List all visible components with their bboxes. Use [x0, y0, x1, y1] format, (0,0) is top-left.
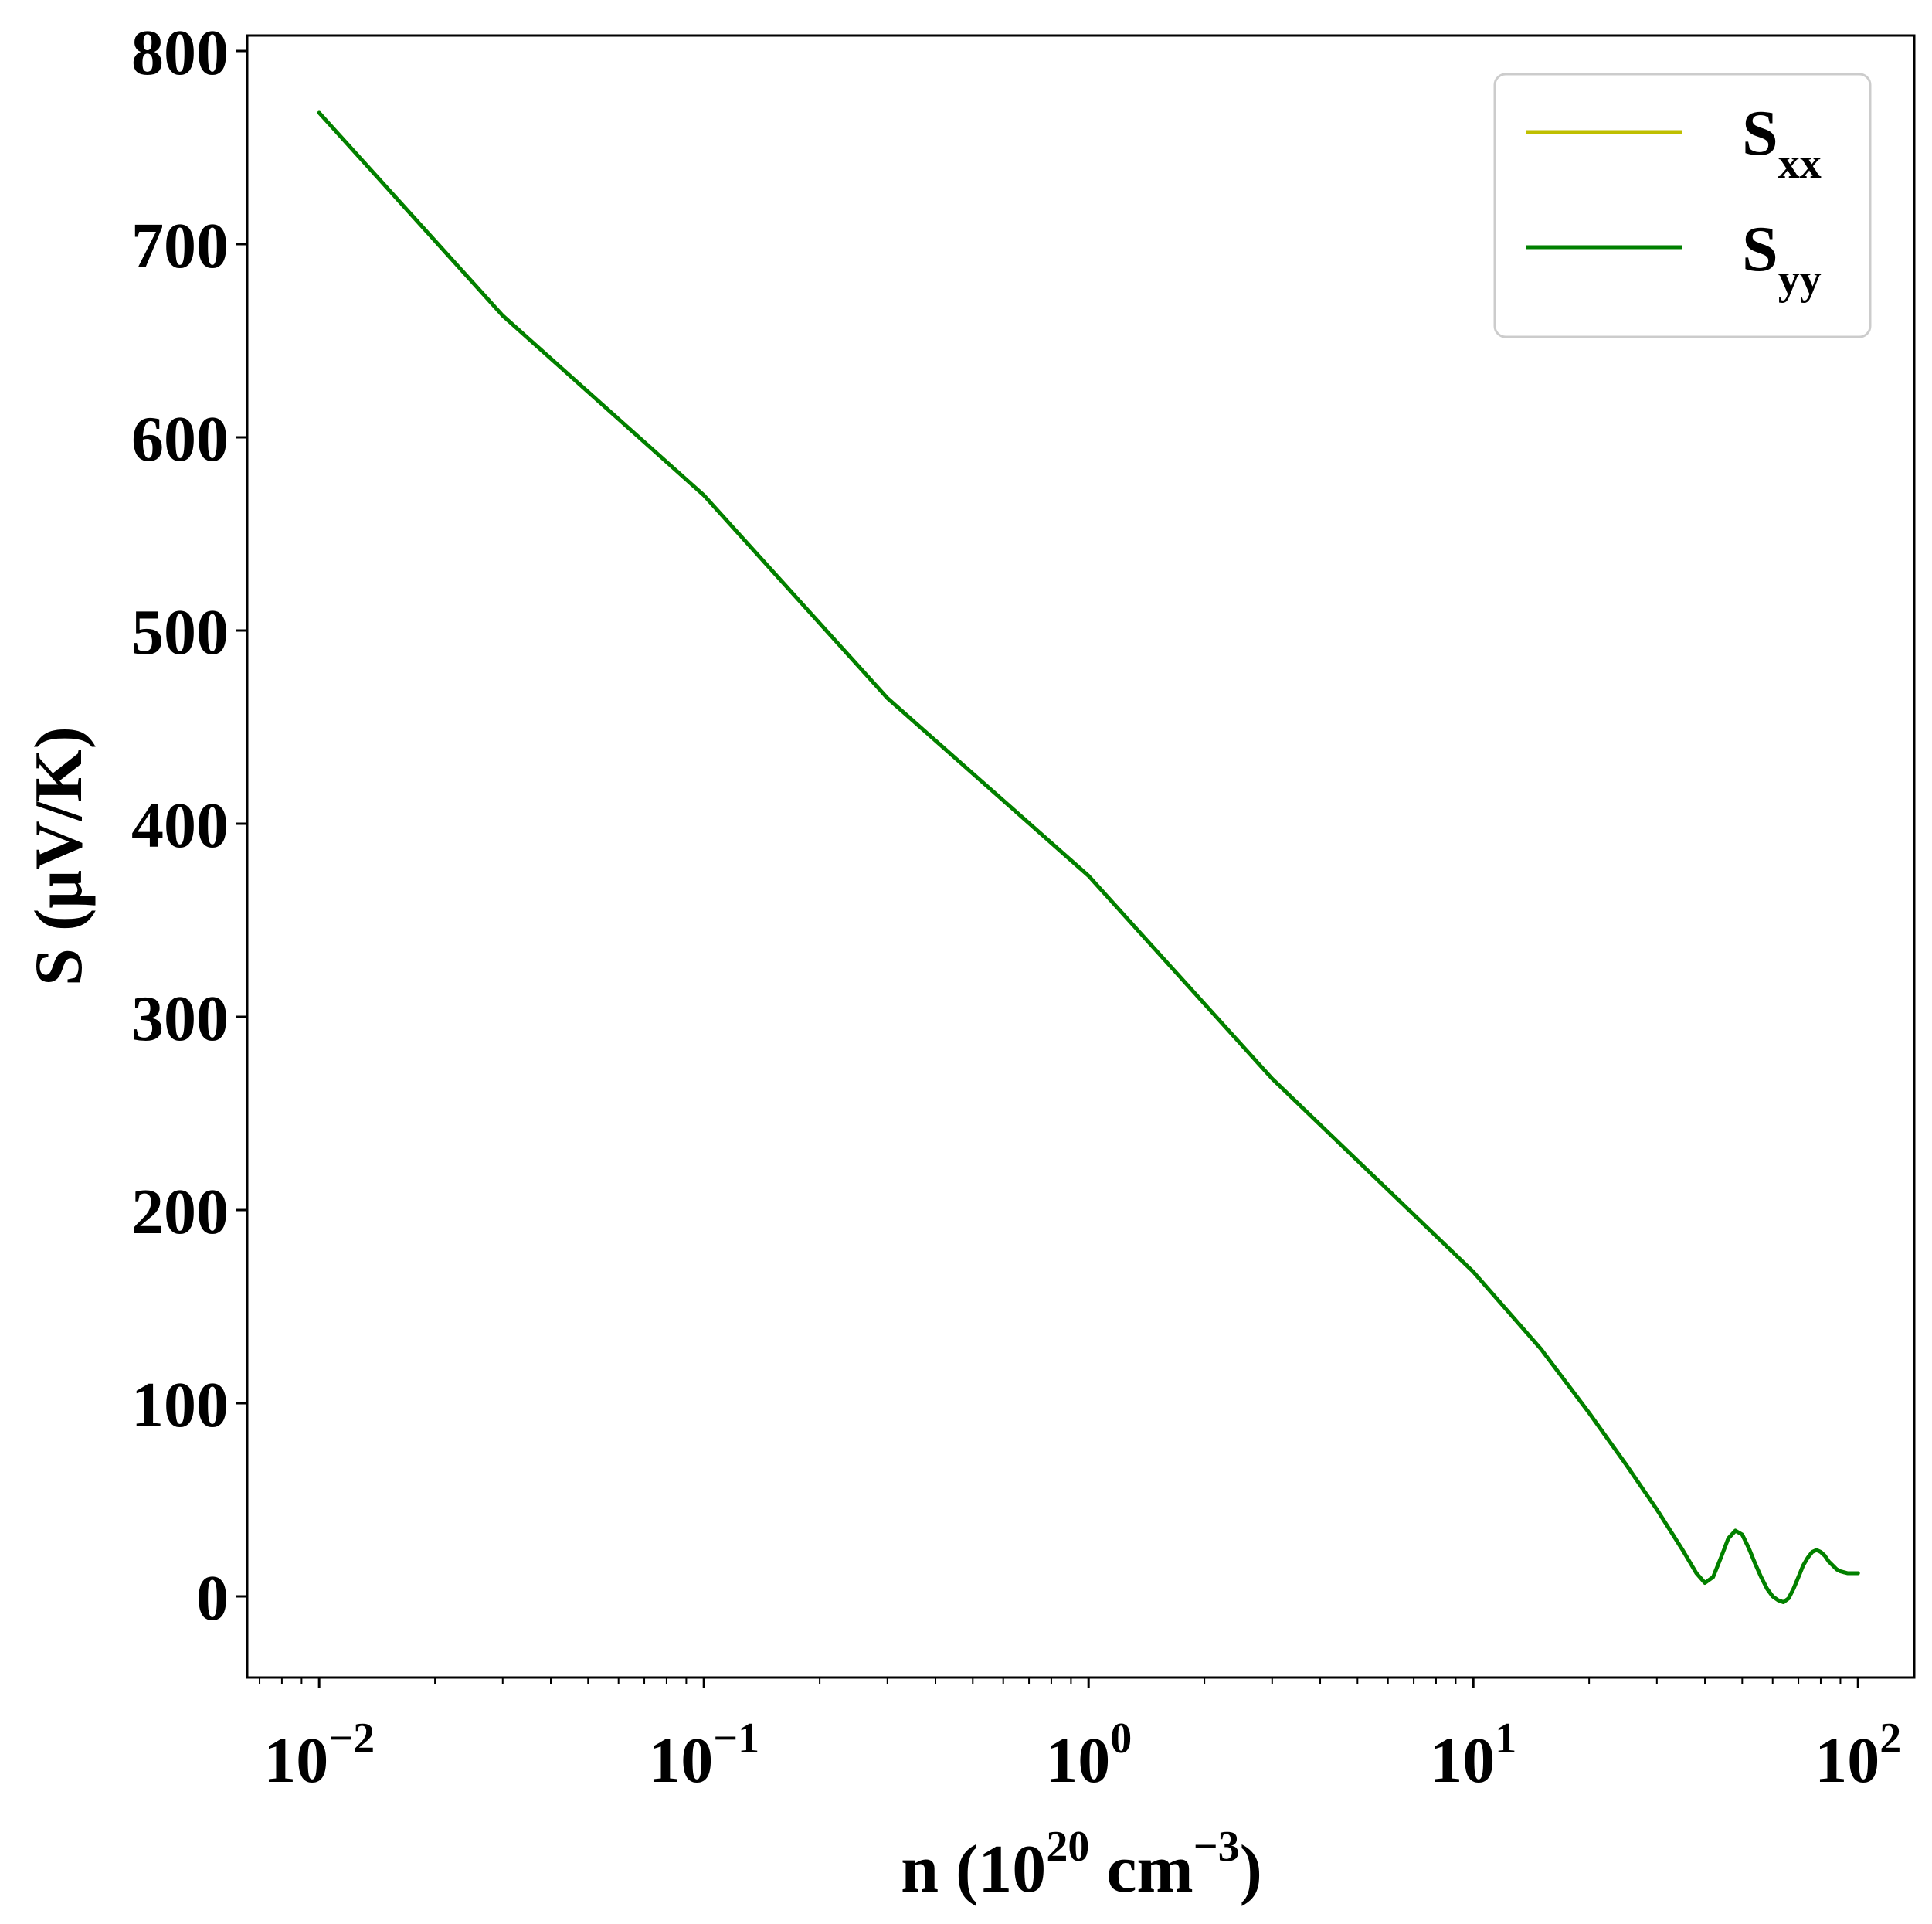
y-tick-label: 200: [131, 1176, 229, 1248]
y-tick-label: 500: [131, 597, 229, 668]
y-tick-label: 0: [196, 1562, 229, 1634]
x-axis-label: n (1020 cm−3): [901, 1823, 1262, 1907]
legend: Sxx Syy: [1493, 73, 1872, 338]
x-tick-label: 100: [1045, 1715, 1132, 1797]
y-tick-label: 800: [131, 17, 229, 89]
y-tick-label: 700: [131, 210, 229, 282]
legend-label-sxx-base: S: [1742, 97, 1778, 169]
y-tick-label: 400: [131, 790, 229, 862]
y-axis-label: S (μV/K): [22, 726, 97, 986]
x-tick-label-base: 10: [263, 1725, 328, 1797]
legend-label-sxx-sub: xx: [1778, 140, 1822, 188]
x-axis-label-part-2: 20: [1046, 1823, 1089, 1871]
y-ticks: 0 100 200 300 400 500 600 700 800: [131, 17, 247, 1634]
legend-label-sxx: Sxx: [1742, 97, 1822, 188]
x-tick-label-exponent: −2: [328, 1715, 375, 1763]
legend-label-syy-base: S: [1742, 213, 1778, 285]
series-layer: [317, 110, 1860, 1604]
x-tick-label: 10−1: [648, 1715, 759, 1797]
x-tick-label-exponent: 2: [1879, 1715, 1901, 1763]
x-tick-label-base: 10: [648, 1725, 713, 1797]
x-tick-label-exponent: −1: [713, 1715, 759, 1763]
x-tick-label-base: 10: [1045, 1725, 1110, 1797]
x-tick-label: 10−2: [263, 1715, 375, 1797]
x-axis-label-part-3: cm: [1089, 1832, 1193, 1907]
legend-box: [1493, 73, 1872, 338]
x-axis-label-part-1: n (10: [901, 1832, 1046, 1907]
y-tick-label: 300: [131, 983, 229, 1055]
x-tick-label: 101: [1430, 1715, 1516, 1797]
x-axis-label-part-4: −3: [1193, 1823, 1240, 1871]
x-tick-label-base: 10: [1815, 1725, 1879, 1797]
y-tick-label: 100: [131, 1369, 229, 1441]
legend-label-syy: Syy: [1742, 213, 1822, 304]
legend-label-syy-sub: yy: [1778, 256, 1822, 304]
x-tick-label-exponent: 0: [1110, 1715, 1132, 1763]
x-tick-label-exponent: 1: [1495, 1715, 1516, 1763]
x-axis-label-part-5: ): [1240, 1832, 1262, 1907]
x-ticks: 10−2 10−1 100 101 102: [259, 1678, 1901, 1797]
y-tick-label: 600: [131, 403, 229, 475]
series-line-syy: [317, 110, 1860, 1604]
x-tick-label: 102: [1815, 1715, 1901, 1797]
x-tick-label-base: 10: [1430, 1725, 1495, 1797]
plot-frame: [246, 34, 1916, 1679]
